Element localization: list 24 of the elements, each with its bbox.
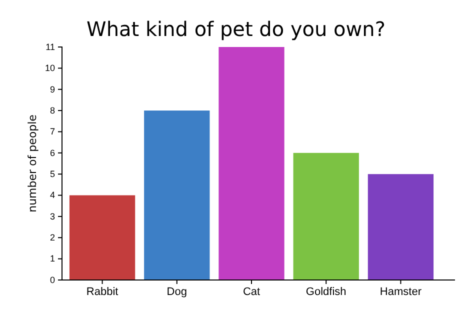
bar xyxy=(218,47,284,280)
y-tick-label: 11 xyxy=(46,42,55,52)
y-tick-label: 4 xyxy=(50,190,55,200)
x-tick-label: Cat xyxy=(242,286,260,298)
bar xyxy=(368,174,434,280)
y-tick-label: 2 xyxy=(50,232,55,243)
y-tick-label: 3 xyxy=(50,211,55,222)
bar xyxy=(293,152,359,280)
y-tick-label: 5 xyxy=(50,168,55,179)
bar xyxy=(69,195,136,280)
y-tick-label: 6 xyxy=(50,148,55,158)
y-tick-label: 8 xyxy=(50,105,55,116)
y-tick-label: 1 xyxy=(50,254,55,264)
x-tick-label: Dog xyxy=(166,286,187,298)
y-tick-label: 0 xyxy=(50,274,55,285)
y-tick-label: 10 xyxy=(44,63,55,74)
y-tick-label: 9 xyxy=(50,84,55,94)
bar xyxy=(144,110,210,280)
chart-title: What kind of pet do you own? xyxy=(86,17,386,41)
x-tick-label: Hamster xyxy=(380,286,422,298)
x-tick-label: Rabbit xyxy=(86,286,118,298)
x-tick-label: Goldfish xyxy=(306,286,346,298)
y-tick-label: 7 xyxy=(50,126,55,137)
y-axis-title: number of people xyxy=(26,114,39,212)
